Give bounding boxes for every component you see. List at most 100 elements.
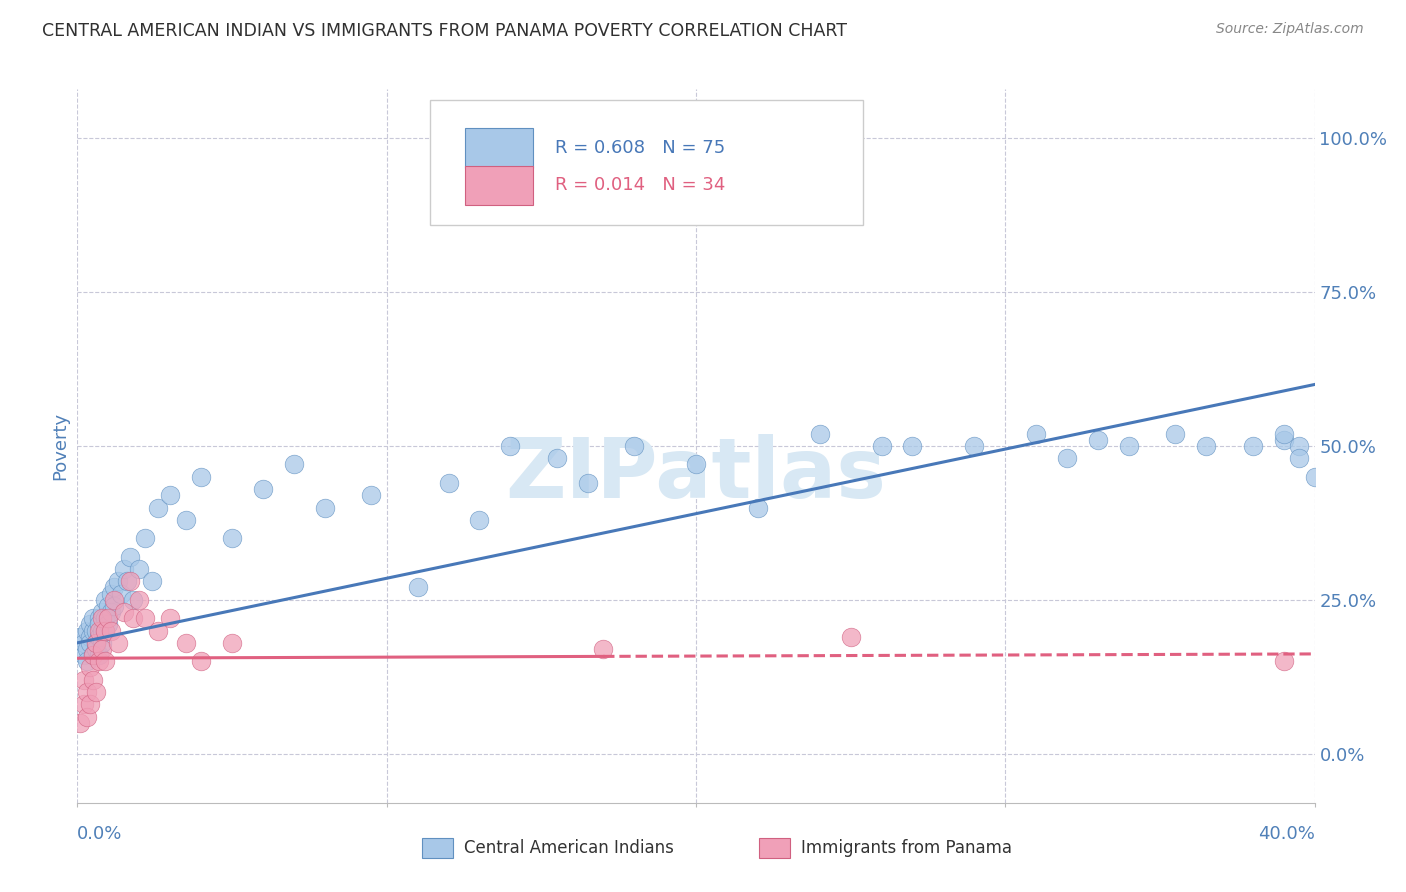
Point (79, 660, 101, 674)
Point (283, 458, 305, 472)
Point (128, 562, 150, 576)
Point (159, 488, 181, 502)
Text: Source: ZipAtlas.com: Source: ZipAtlas.com (1216, 22, 1364, 37)
Point (94, 592, 117, 607)
Point (103, 592, 125, 607)
Point (112, 562, 135, 576)
Point (76, 642, 98, 657)
Point (87, 648, 110, 662)
Point (870, 439, 893, 453)
Point (110, 587, 132, 601)
Point (1288, 439, 1310, 453)
Point (72, 636, 94, 650)
Text: Central American Indians: Central American Indians (464, 839, 673, 857)
Point (1118, 439, 1140, 453)
Point (808, 426, 831, 441)
Point (79, 636, 101, 650)
Point (82, 648, 104, 662)
Point (499, 439, 522, 453)
Bar (464, 128, 533, 168)
Point (69, 715, 91, 730)
Bar (464, 166, 533, 205)
Point (84, 642, 107, 657)
Point (97, 617, 120, 632)
Point (76, 624, 98, 638)
Text: 0.0%: 0.0% (77, 825, 122, 843)
Point (84, 624, 107, 638)
Point (314, 500, 336, 515)
Point (221, 531, 243, 545)
Point (839, 630, 862, 644)
Point (159, 611, 181, 625)
Text: Immigrants from Panama: Immigrants from Panama (801, 839, 1012, 857)
Point (901, 439, 924, 453)
Point (747, 500, 769, 515)
FancyBboxPatch shape (430, 100, 863, 225)
Point (122, 611, 145, 625)
Point (134, 611, 156, 625)
Point (91, 605, 114, 619)
Point (1241, 439, 1264, 453)
Point (100, 605, 122, 619)
Point (1272, 433, 1295, 447)
Point (76, 654, 98, 668)
Point (1303, 469, 1326, 483)
Point (82, 648, 104, 662)
Point (134, 531, 156, 545)
Point (72, 673, 94, 687)
Point (79, 630, 101, 644)
Point (100, 587, 122, 601)
Point (72, 648, 94, 662)
Point (97, 599, 120, 613)
Point (115, 574, 138, 589)
Point (84, 685, 107, 699)
Point (1288, 451, 1310, 466)
Point (103, 599, 125, 613)
Point (69, 630, 91, 644)
Point (576, 475, 599, 490)
Point (84, 636, 107, 650)
Point (221, 636, 243, 650)
Point (76, 709, 98, 723)
Text: CENTRAL AMERICAN INDIAN VS IMMIGRANTS FROM PANAMA POVERTY CORRELATION CHART: CENTRAL AMERICAN INDIAN VS IMMIGRANTS FR… (42, 22, 848, 40)
Point (118, 574, 141, 589)
Point (112, 605, 135, 619)
Point (406, 581, 429, 595)
Point (84, 636, 107, 650)
Point (174, 636, 197, 650)
Text: ZIPatlas: ZIPatlas (506, 434, 886, 515)
Point (91, 624, 114, 638)
Point (128, 592, 150, 607)
Point (1272, 426, 1295, 441)
Point (94, 624, 117, 638)
Point (174, 513, 197, 527)
Point (107, 574, 129, 589)
Point (87, 611, 110, 625)
Point (103, 581, 125, 595)
Text: 40.0%: 40.0% (1258, 825, 1315, 843)
Point (1025, 426, 1047, 441)
Point (592, 642, 614, 657)
Point (1164, 426, 1187, 441)
Point (252, 482, 274, 496)
Point (122, 592, 145, 607)
Point (963, 439, 986, 453)
Point (146, 500, 169, 515)
Point (146, 624, 169, 638)
Point (1195, 439, 1218, 453)
Point (82, 624, 104, 638)
Point (82, 673, 104, 687)
Point (91, 642, 114, 657)
Text: R = 0.608   N = 75: R = 0.608 N = 75 (555, 139, 725, 157)
Point (91, 636, 114, 650)
Point (118, 549, 141, 564)
Point (72, 698, 94, 712)
Point (1056, 451, 1078, 466)
Point (94, 624, 117, 638)
Point (79, 698, 101, 712)
Text: R = 0.014   N = 34: R = 0.014 N = 34 (555, 177, 725, 194)
Point (94, 611, 117, 625)
Point (623, 439, 645, 453)
Point (468, 513, 491, 527)
Point (685, 458, 707, 472)
